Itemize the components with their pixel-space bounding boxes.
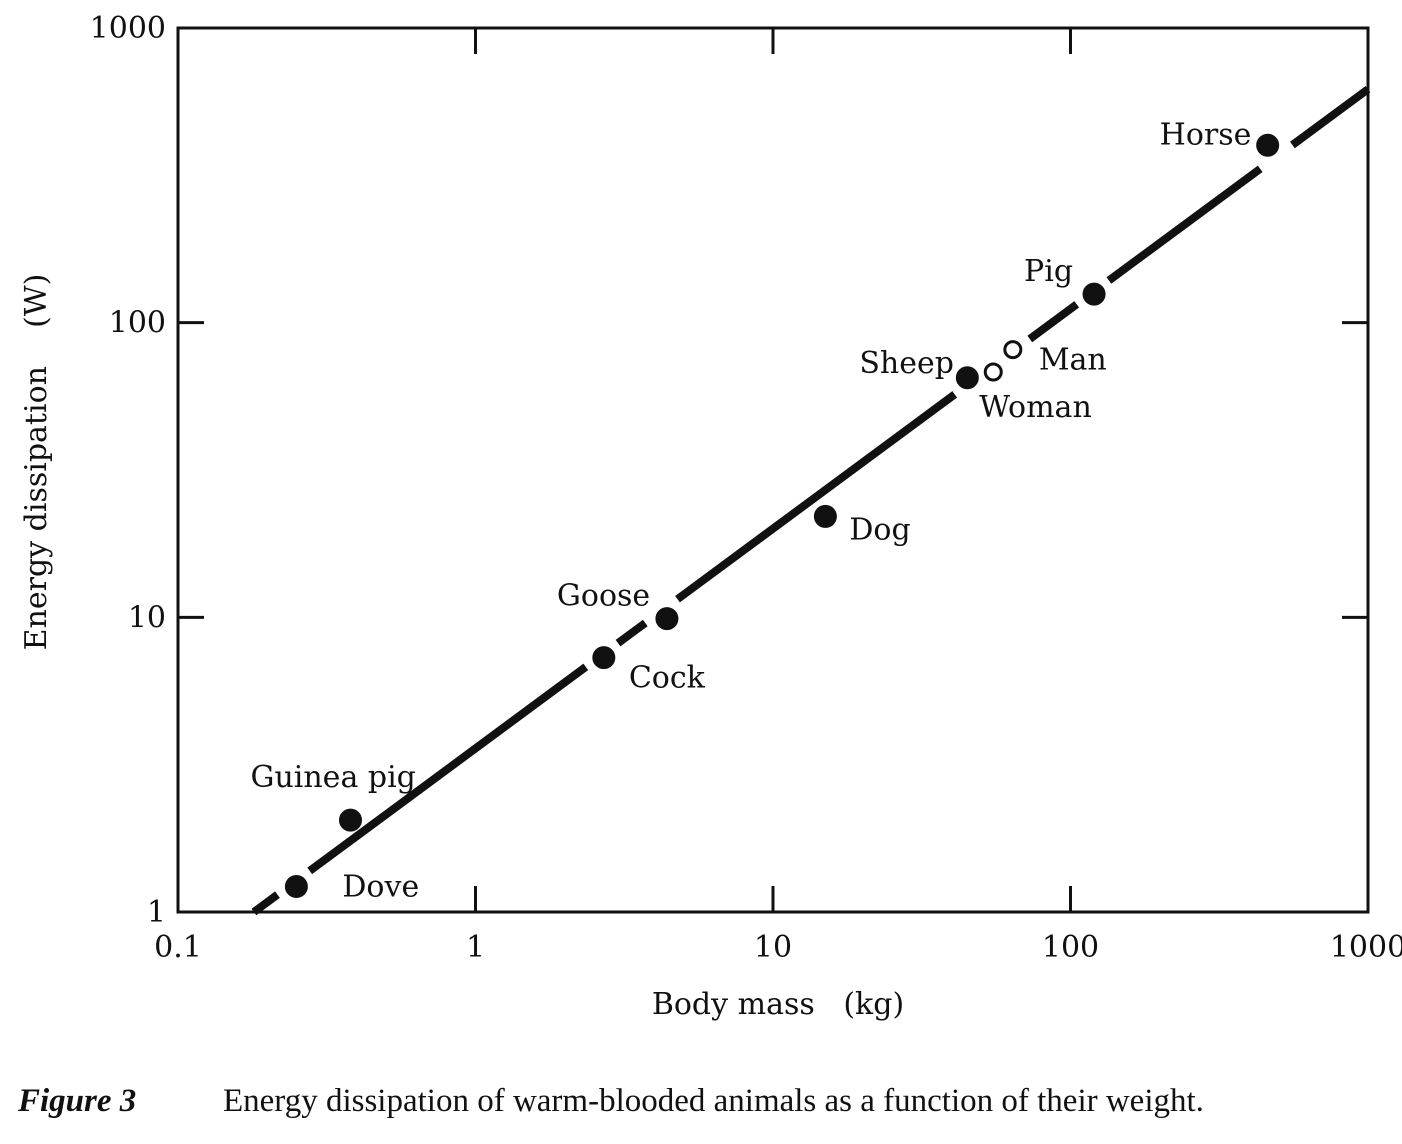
label-horse: Horse bbox=[1160, 117, 1252, 152]
point-guinea-pig bbox=[338, 808, 362, 832]
point-sheep bbox=[955, 366, 979, 390]
figure-caption: Figure 3 Energy dissipation of warm-blood… bbox=[18, 1083, 1388, 1120]
point-man bbox=[1003, 340, 1023, 360]
label-goose: Goose bbox=[557, 579, 650, 614]
point-cock bbox=[592, 646, 616, 670]
x-tick-label: 1000 bbox=[1330, 930, 1402, 965]
point-dove bbox=[284, 875, 308, 899]
label-cock: Cock bbox=[629, 661, 706, 696]
label-dove: Dove bbox=[342, 870, 419, 905]
y-axis-label: Energy dissipation (W) bbox=[19, 274, 54, 651]
y-tick-label: 1000 bbox=[90, 11, 166, 46]
label-man: Man bbox=[1039, 343, 1107, 378]
y-tick-label: 100 bbox=[109, 306, 166, 341]
point-dog bbox=[813, 504, 837, 528]
point-woman bbox=[983, 362, 1003, 382]
point-goose bbox=[655, 607, 679, 631]
axis-ticks bbox=[178, 28, 1368, 912]
point-labels: Dove Guinea pig Cock Goose Dog Sheep Woman Man P… bbox=[250, 117, 1251, 904]
point-horse bbox=[1256, 133, 1280, 157]
label-pig: Pig bbox=[1024, 254, 1073, 289]
caption-text: Energy dissipation of warm-blooded anima… bbox=[223, 1083, 1204, 1119]
x-tick-label: 10 bbox=[754, 930, 792, 965]
y-tick-label: 10 bbox=[128, 600, 166, 635]
point-pig bbox=[1082, 282, 1106, 306]
label-sheep: Sheep bbox=[859, 346, 954, 381]
fit-line bbox=[251, 85, 1371, 916]
x-tick-label: 1 bbox=[466, 930, 485, 965]
label-dog: Dog bbox=[849, 512, 910, 547]
x-axis-label: Body mass (kg) bbox=[652, 987, 904, 1022]
label-guinea-pig: Guinea pig bbox=[250, 760, 415, 795]
figure-label: Figure 3 bbox=[18, 1083, 137, 1119]
data-points bbox=[284, 133, 1280, 899]
x-tick-label: 100 bbox=[1042, 930, 1099, 965]
y-tick-label: 1 bbox=[147, 895, 166, 930]
x-tick-label: 0.1 bbox=[154, 930, 202, 965]
label-woman: Woman bbox=[979, 390, 1092, 425]
